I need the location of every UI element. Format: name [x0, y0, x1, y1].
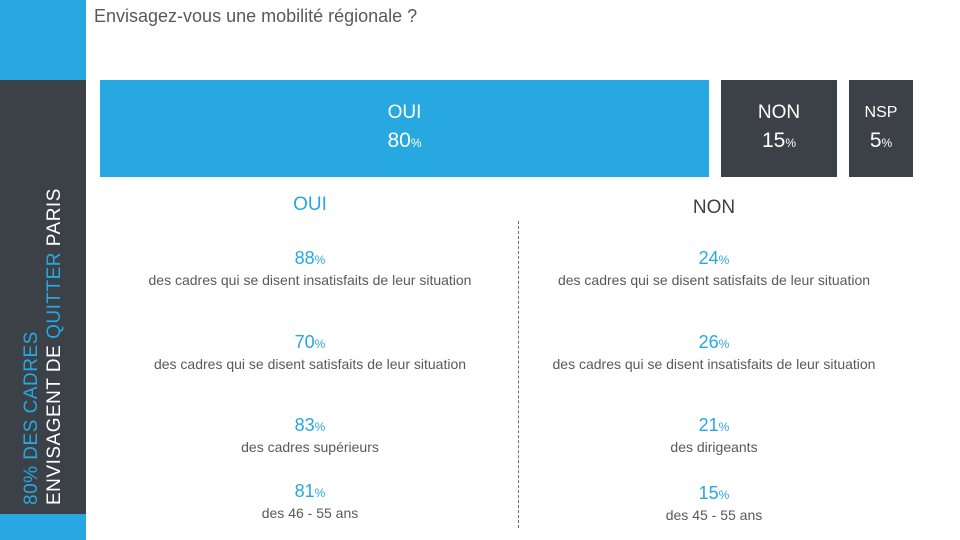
bar-oui-number: 80	[387, 128, 411, 152]
percent-sign: %	[314, 420, 326, 434]
bar-oui-value: 80%	[387, 126, 421, 158]
stat-description: des cadres supérieurs	[241, 439, 379, 455]
bar-non-number: 15	[761, 128, 786, 152]
oui-stat: 83% des cadres supérieurs	[110, 414, 510, 456]
side-title-highlight: QUITTER	[44, 252, 65, 339]
stat-description: des dirigeants	[670, 439, 758, 455]
stat-value: 83%	[110, 414, 510, 438]
left-side-panel	[0, 80, 86, 514]
bar-nsp-value: 5%	[870, 126, 892, 158]
stat-number: 26	[698, 332, 719, 352]
bar-nsp-number: 5	[869, 128, 882, 152]
bar-non-value: 15%	[762, 126, 796, 158]
stat-number: 81	[294, 481, 315, 501]
left-accent-strip-top	[0, 0, 86, 80]
non-stat: 21% des dirigeants	[524, 414, 904, 456]
stat-number: 15	[698, 483, 719, 503]
percent-sign: %	[718, 488, 730, 502]
stat-value: 21%	[524, 414, 904, 438]
oui-stat: 70% des cadres qui se disent satisfaits …	[110, 331, 510, 373]
stat-number: 70	[294, 332, 315, 352]
percent-sign: %	[785, 135, 797, 150]
stat-description: des cadres qui se disent insatisfaits de…	[552, 356, 876, 372]
stat-description: des cadres qui se disent insatisfaits de…	[148, 272, 472, 288]
stat-number: 24	[698, 248, 719, 268]
non-column-heading: NON	[692, 197, 736, 218]
oui-stat: 81% des 46 - 55 ans	[110, 480, 510, 522]
oui-stat: 88% des cadres qui se disent insatisfait…	[110, 247, 510, 289]
bar-non-label: NON	[757, 101, 801, 123]
stat-value: 24%	[524, 247, 904, 271]
percent-sign: %	[718, 337, 730, 351]
non-stat: 26% des cadres qui se disent insatisfait…	[524, 331, 904, 373]
question-title: Envisagez-vous une mobilité régionale ?	[94, 6, 418, 26]
side-title: 80% DES CADRES ENVISAGENT DE QUITTER PAR…	[20, 185, 66, 505]
non-stat: 24% des cadres qui se disent satisfaits …	[524, 247, 904, 289]
stat-number: 83	[294, 415, 315, 435]
stat-description: des 45 - 55 ans	[665, 507, 763, 523]
stat-number: 88	[294, 248, 315, 268]
column-divider	[518, 221, 519, 528]
percent-sign: %	[314, 253, 326, 267]
stat-value: 15%	[524, 482, 904, 506]
stat-description: des 46 - 55 ans	[261, 505, 359, 521]
percent-sign: %	[718, 420, 730, 434]
oui-column-heading: OUI	[293, 194, 327, 215]
side-title-line2-part1: ENVISAGENT DE	[44, 338, 65, 505]
bar-nsp: NSP 5%	[849, 80, 913, 177]
stat-value: 70%	[110, 331, 510, 355]
stat-value: 88%	[110, 247, 510, 271]
bar-oui: OUI 80%	[100, 80, 709, 177]
bar-nsp-label: NSP	[864, 103, 898, 121]
stat-value: 81%	[110, 480, 510, 504]
bar-non: NON 15%	[721, 80, 837, 177]
percent-sign: %	[314, 486, 326, 500]
non-stat: 15% des 45 - 55 ans	[524, 482, 904, 524]
percent-sign: %	[314, 337, 326, 351]
side-title-line1: 80% DES CADRES	[21, 331, 42, 505]
side-title-line2-part3: PARIS	[44, 188, 65, 253]
bar-oui-label: OUI	[387, 101, 422, 123]
stat-description: des cadres qui se disent satisfaits de l…	[557, 272, 871, 288]
stat-value: 26%	[524, 331, 904, 355]
percent-sign: %	[881, 135, 893, 150]
stat-description: des cadres qui se disent satisfaits de l…	[153, 356, 467, 372]
stat-number: 21	[698, 415, 719, 435]
side-title-line2: ENVISAGENT DE QUITTER PARIS	[43, 185, 66, 505]
percent-sign: %	[410, 135, 422, 150]
percent-sign: %	[718, 253, 730, 267]
left-accent-strip-bottom	[0, 514, 86, 540]
